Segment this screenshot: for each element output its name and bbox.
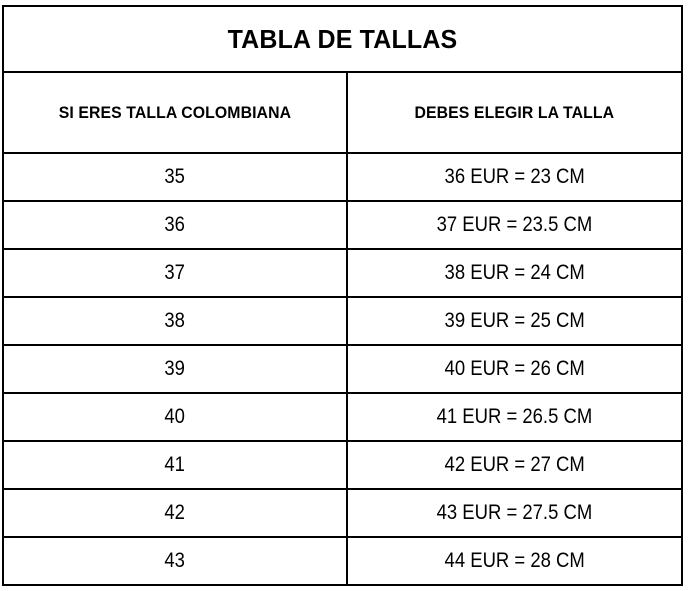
cell-recommended-size: 41 EUR = 26.5 CM <box>346 392 683 442</box>
colombian-size-value: 37 <box>164 261 186 284</box>
cell-recommended-size: 38 EUR = 24 CM <box>346 248 683 298</box>
header-row: SI ERES TALLA COLOMBIANA DEBES ELEGIR LA… <box>2 71 683 154</box>
cell-recommended-size: 43 EUR = 27.5 CM <box>346 488 683 538</box>
cell-colombian-size: 35 <box>2 152 348 202</box>
recommended-size-value: 38 EUR = 24 CM <box>444 261 585 284</box>
table-row: 39 40 EUR = 26 CM <box>2 344 683 394</box>
recommended-size-value: 43 EUR = 27.5 CM <box>436 501 593 524</box>
colombian-size-value: 35 <box>164 165 186 188</box>
recommended-size-value: 42 EUR = 27 CM <box>444 453 585 476</box>
table-row: 40 41 EUR = 26.5 CM <box>2 392 683 442</box>
cell-colombian-size: 40 <box>2 392 348 442</box>
table-row: 38 39 EUR = 25 CM <box>2 296 683 346</box>
cell-colombian-size: 37 <box>2 248 348 298</box>
cell-colombian-size: 43 <box>2 536 348 586</box>
table-body: TABLA DE TALLAS SI ERES TALLA COLOMBIANA… <box>2 5 683 586</box>
table-row: 36 37 EUR = 23.5 CM <box>2 200 683 250</box>
column-header-recommended-size-label: DEBES ELEGIR LA TALLA <box>414 102 615 122</box>
table-row: 37 38 EUR = 24 CM <box>2 248 683 298</box>
colombian-size-value: 38 <box>164 309 186 332</box>
colombian-size-value: 39 <box>164 357 186 380</box>
title-row: TABLA DE TALLAS <box>3 5 682 73</box>
recommended-size-value: 37 EUR = 23.5 CM <box>436 213 593 236</box>
cell-recommended-size: 42 EUR = 27 CM <box>346 440 683 490</box>
page-title: TABLA DE TALLAS <box>15 5 670 73</box>
table-row: 43 44 EUR = 28 CM <box>2 536 683 586</box>
cell-recommended-size: 39 EUR = 25 CM <box>346 296 683 346</box>
cell-colombian-size: 39 <box>2 344 348 394</box>
recommended-size-value: 41 EUR = 26.5 CM <box>436 405 593 428</box>
table-row: 42 43 EUR = 27.5 CM <box>2 488 683 538</box>
cell-colombian-size: 41 <box>2 440 348 490</box>
colombian-size-value: 43 <box>164 549 186 572</box>
table-row: 41 42 EUR = 27 CM <box>2 440 683 490</box>
cell-recommended-size: 37 EUR = 23.5 CM <box>346 200 683 250</box>
colombian-size-value: 36 <box>164 213 186 236</box>
cell-recommended-size: 36 EUR = 23 CM <box>346 152 683 202</box>
cell-recommended-size: 40 EUR = 26 CM <box>346 344 683 394</box>
cell-colombian-size: 36 <box>2 200 348 250</box>
recommended-size-value: 36 EUR = 23 CM <box>444 165 585 188</box>
column-header-recommended-size: DEBES ELEGIR LA TALLA <box>346 71 683 154</box>
size-conversion-table: TABLA DE TALLAS SI ERES TALLA COLOMBIANA… <box>2 5 683 586</box>
cell-colombian-size: 38 <box>2 296 348 346</box>
column-header-colombian-size: SI ERES TALLA COLOMBIANA <box>2 71 348 154</box>
colombian-size-value: 41 <box>164 453 186 476</box>
recommended-size-value: 39 EUR = 25 CM <box>444 309 585 332</box>
recommended-size-value: 40 EUR = 26 CM <box>444 357 585 380</box>
cell-colombian-size: 42 <box>2 488 348 538</box>
cell-recommended-size: 44 EUR = 28 CM <box>346 536 683 586</box>
colombian-size-value: 40 <box>164 405 186 428</box>
recommended-size-value: 44 EUR = 28 CM <box>444 549 585 572</box>
colombian-size-value: 42 <box>164 501 186 524</box>
table-row: 35 36 EUR = 23 CM <box>2 152 683 202</box>
column-header-colombian-size-label: SI ERES TALLA COLOMBIANA <box>58 102 292 122</box>
